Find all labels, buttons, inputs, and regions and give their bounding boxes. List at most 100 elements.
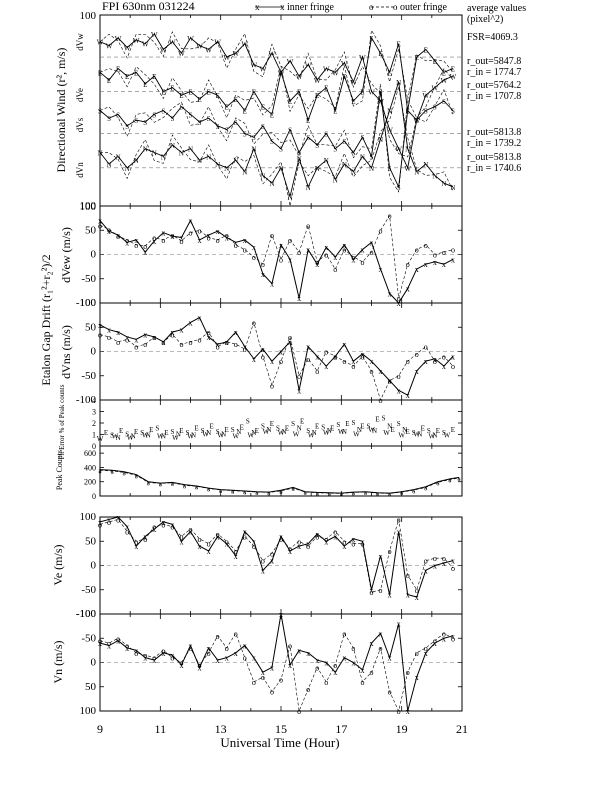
data-marker-outer: o [433,251,437,260]
data-marker-S: S [291,420,295,428]
data-marker-outer: o [342,246,346,255]
data-marker-W: W [172,434,179,442]
data-marker-outer: o [252,678,256,687]
data-marker-inner: x [451,255,455,264]
data-marker-E: E [125,73,129,81]
data-marker-inner: x [171,481,174,487]
data-marker-S: S [333,146,337,154]
data-marker-inner: x [170,232,174,241]
data-marker-W: W [160,46,167,54]
data-marker-inner: x [360,537,364,546]
data-marker-N: N [306,184,311,192]
data-marker-inner: x [433,258,437,267]
data-marker-outer: o [243,532,247,541]
data-marker-outer: o [198,535,202,544]
data-marker-inner: x [107,642,111,651]
data-marker-inner: x [207,644,211,653]
legend: x x inner fringe o o outer fringe [255,2,447,13]
data-marker-outer: o [406,357,410,366]
data-marker-inner: x [360,350,364,359]
data-marker-W: W [106,43,113,51]
data-marker-S: S [406,108,410,116]
data-marker-outer: o [333,528,337,537]
dve-label: dVe [75,88,85,102]
data-marker-E: E [285,425,289,433]
data-marker-W: W [332,69,339,77]
data-marker-inner: x [107,326,111,335]
data-marker-E: E [255,427,259,435]
data-marker-inner: x [306,343,310,352]
data-marker-W: W [429,433,436,441]
data-marker-inner: x [288,338,292,347]
data-marker-N: N [351,169,356,177]
data-marker-E: E [288,98,292,106]
data-marker-outer: o [125,236,129,245]
data-marker-W: W [287,58,294,66]
data-marker-N: N [432,172,437,180]
data-marker-S: S [125,430,129,438]
data-marker-inner: x [379,552,383,561]
data-marker-N: N [152,150,157,158]
data-marker-W: W [187,35,194,43]
data-marker-inner: x [261,345,265,354]
data-marker-outer: o [159,483,162,489]
data-marker-E: E [152,73,156,81]
data-marker-inner: x [216,656,220,665]
data-marker-outer: o [189,525,193,534]
data-marker-E: E [324,85,328,93]
data-marker-E: E [209,422,213,430]
data-marker-outer: o [189,644,193,653]
data-marker-inner: x [424,357,428,366]
series-line-N [99,81,454,199]
data-marker-outer: o [270,688,274,697]
data-marker-N: N [107,161,112,169]
data-marker-outer: o [424,241,428,250]
y-tick-label: -100 [76,608,97,620]
data-marker-inner: x [400,491,403,497]
data-marker-outer: o [216,236,220,245]
data-marker-outer: o [360,678,364,687]
data-marker-inner: x [315,656,319,665]
data-marker-outer: o [198,226,202,235]
data-marker-N: N [224,165,229,173]
data-marker-inner: x [306,540,310,549]
peak-counts-ylabel: Peak Counts [55,450,64,490]
data-marker-outer: o [340,493,343,499]
data-marker-outer: o [424,486,427,492]
data-marker-inner: x [161,649,165,658]
data-marker-outer: o [406,668,410,677]
data-marker-outer: o [406,260,410,269]
data-marker-W: W [305,62,312,70]
data-marker-inner: x [340,492,343,498]
data-marker-outer: o [397,294,401,303]
data-marker-outer: o [451,362,455,371]
data-marker-S: S [351,150,355,158]
data-marker-E: E [134,69,138,77]
data-marker-outer: o [388,377,392,386]
data-marker-inner: x [397,386,401,395]
data-marker-outer: o [436,481,439,487]
data-marker-inner: x [243,490,246,496]
side-header-line2: (pixel^2) [467,14,503,25]
data-marker-outer: o [333,265,337,274]
data-marker-inner: x [198,663,202,672]
data-marker-W: W [314,77,321,85]
data-marker-S: S [397,184,401,192]
data-marker-W: W [205,46,212,54]
data-marker-N: N [396,79,401,87]
x-tick-label: 17 [335,722,347,736]
data-marker-S: S [143,119,147,127]
data-marker-S: S [179,104,183,112]
data-marker-inner: x [125,333,129,342]
data-marker-N: N [333,176,338,184]
data-marker-inner: x [116,513,120,522]
data-marker-outer: o [292,487,295,493]
data-marker-outer: o [315,663,319,672]
data-marker-E: E [243,108,247,116]
data-marker-inner: x [424,260,428,269]
